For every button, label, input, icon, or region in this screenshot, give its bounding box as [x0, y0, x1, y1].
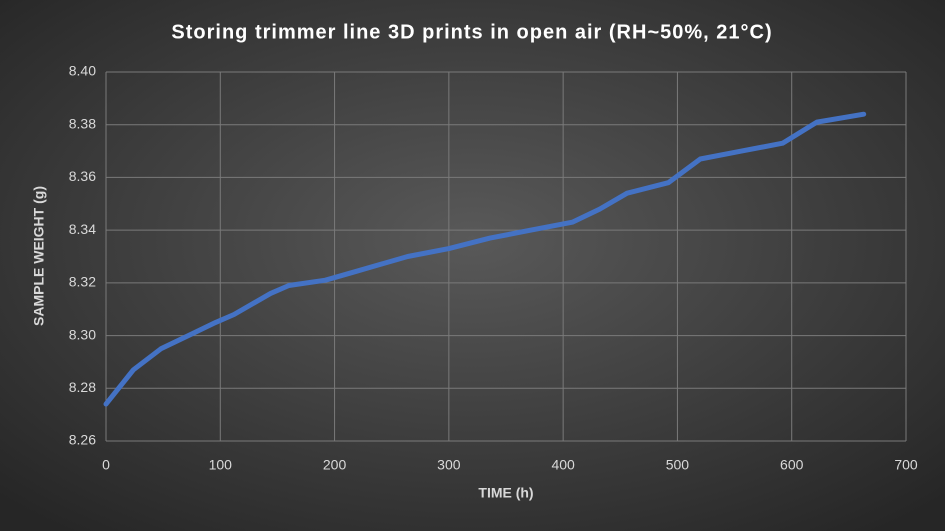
- x-tick-label: 600: [780, 457, 804, 473]
- x-tick-label: 0: [102, 457, 110, 473]
- x-tick-label: 500: [666, 457, 690, 473]
- y-axis-label: SAMPLE WEIGHT (g): [31, 186, 47, 326]
- x-tick-label: 400: [551, 457, 575, 473]
- y-tick-label: 8.30: [69, 326, 96, 342]
- x-axis-label: TIME (h): [478, 485, 533, 501]
- x-tick-label: 700: [894, 457, 918, 473]
- y-tick-label: 8.32: [69, 274, 96, 290]
- x-tick-label: 100: [209, 457, 233, 473]
- y-tick-label: 8.36: [69, 168, 96, 184]
- y-tick-label: 8.34: [69, 221, 96, 237]
- data-line: [103, 111, 867, 407]
- y-tick-label: 8.38: [69, 115, 96, 131]
- chart-title: Storing trimmer line 3D prints in open a…: [171, 21, 772, 43]
- y-tick-label: 8.28: [69, 379, 96, 395]
- x-tick-label: 300: [437, 457, 461, 473]
- y-tick-label: 8.40: [69, 63, 96, 79]
- y-tick-label: 8.26: [69, 432, 96, 448]
- x-tick-label: 200: [323, 457, 347, 473]
